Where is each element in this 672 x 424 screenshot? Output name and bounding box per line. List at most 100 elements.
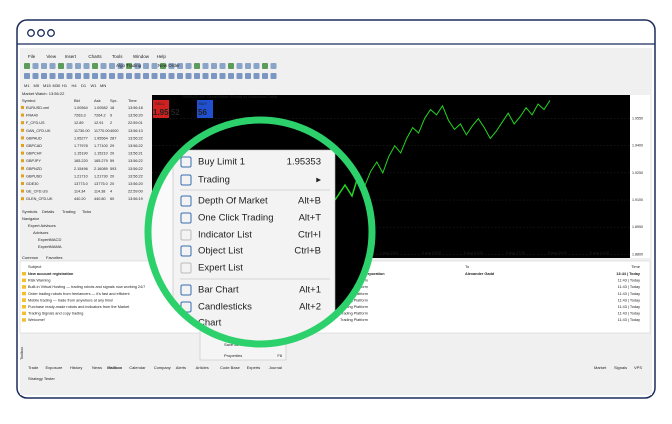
symbol[interactable]: GAN_CFD.UK — [26, 129, 51, 133]
toolbar-icon[interactable] — [41, 73, 47, 79]
toolbar-icon[interactable] — [109, 63, 115, 69]
symbol[interactable]: GLEN_CFD.UK — [26, 197, 53, 201]
bottom-tab[interactable]: Calendar — [129, 365, 146, 370]
toolbar-icon[interactable] — [66, 63, 73, 69]
panel-tab[interactable]: Favorites — [46, 255, 62, 260]
timeframe[interactable]: W1 — [91, 83, 98, 88]
timeframe[interactable]: H4 — [72, 83, 78, 88]
strategy-tester[interactable]: Strategy Tester — [28, 376, 55, 381]
symbol[interactable]: F_CFD.US — [26, 121, 45, 125]
toolbar-icon[interactable] — [117, 73, 124, 79]
toolbar-icon[interactable] — [32, 73, 39, 79]
panel-tab[interactable]: Trading — [62, 209, 75, 214]
menu-item[interactable]: Properties — [224, 353, 242, 358]
mail-subject[interactable]: Trading Signals and copy trading — [28, 312, 83, 316]
toolbar-icon[interactable] — [83, 63, 90, 69]
panel-tab[interactable]: Details — [42, 209, 54, 214]
panel-tab[interactable]: Symbols — [22, 209, 37, 214]
symbol[interactable]: EURUSD.xml — [26, 106, 49, 110]
toolbar-icon[interactable] — [202, 63, 209, 69]
symbol[interactable]: GBPNZD — [26, 167, 42, 171]
mail-subject[interactable]: Welcome! — [28, 318, 45, 322]
toolbar-icon[interactable] — [134, 63, 141, 69]
toolbar-icon[interactable] — [92, 73, 98, 79]
symbol[interactable]: GBPJPY — [26, 159, 41, 163]
tree-item[interactable]: ExpertMACD — [38, 237, 61, 242]
toolbar-button[interactable]: Algo Trading — [116, 63, 142, 68]
toolbar-icon[interactable] — [160, 63, 166, 69]
menu-item[interactable]: Chart — [198, 318, 222, 329]
menu-item[interactable]: Insert — [65, 54, 77, 59]
timeframe[interactable]: M30 — [53, 83, 62, 88]
mail-subject[interactable]: Risk Warning — [28, 279, 50, 283]
toolbar-icon[interactable] — [49, 73, 56, 79]
symbol[interactable]: GBPCHF — [26, 152, 43, 156]
bottom-tab[interactable]: Mailbox — [107, 365, 123, 370]
toolbar-icon[interactable] — [75, 63, 81, 69]
symbol[interactable]: GBPUSD — [26, 174, 42, 178]
status-button[interactable]: Market — [594, 365, 607, 370]
symbol[interactable]: FRA40 — [26, 114, 38, 118]
mail-subject[interactable]: Order trading robots from freelancers — … — [28, 292, 130, 296]
bottom-tab[interactable]: Exposure — [46, 365, 64, 370]
toolbar-icon[interactable] — [151, 73, 158, 79]
toolbar-icon[interactable] — [83, 73, 90, 79]
menu-item[interactable]: Tools — [112, 54, 123, 59]
bottom-tab[interactable]: Company — [154, 365, 171, 370]
toolbar-icon[interactable] — [24, 63, 30, 69]
menu-item[interactable]: Bar Chart — [198, 285, 239, 296]
bottom-tab[interactable]: Alerts — [176, 365, 186, 370]
menu-item[interactable]: File — [28, 54, 36, 59]
toolbar-icon[interactable] — [211, 63, 217, 69]
symbol[interactable]: GDE30 — [26, 182, 38, 186]
toolbar-icon[interactable] — [202, 73, 209, 79]
bottom-tab[interactable]: Articles — [196, 365, 209, 370]
toolbar-icon[interactable] — [194, 63, 200, 69]
toolbar-icon[interactable] — [185, 73, 192, 79]
menu-item[interactable]: Depth Of Market — [198, 196, 268, 207]
mail-subject[interactable]: Built-in Virtual Hosting — trading robot… — [28, 285, 145, 289]
toolbar-icon[interactable] — [262, 73, 268, 79]
toolbar-icon[interactable] — [262, 63, 268, 69]
toolbar-button[interactable]: New Order — [158, 63, 180, 68]
toolbar-icon[interactable] — [168, 73, 175, 79]
toolbar-icon[interactable] — [100, 63, 107, 69]
toolbar-icon[interactable] — [24, 73, 30, 79]
mail-subject[interactable]: New account registration — [28, 272, 74, 276]
menu-item[interactable]: One Click Trading — [198, 213, 274, 224]
toolbar-icon[interactable] — [253, 63, 260, 69]
menu-item[interactable]: Window — [133, 54, 150, 59]
panel-tab[interactable]: Common — [22, 255, 38, 260]
buy-button[interactable] — [197, 100, 213, 118]
menu-item[interactable]: View — [46, 54, 56, 59]
toolbar-icon[interactable] — [228, 63, 234, 69]
timeframe[interactable]: M15 — [43, 83, 52, 88]
bottom-tab[interactable]: Journal — [269, 365, 282, 370]
toolbar-icon[interactable] — [92, 63, 98, 69]
menu-item[interactable]: Charts — [88, 54, 102, 59]
toolbar-icon[interactable] — [245, 63, 251, 69]
bottom-tab[interactable]: Code Base — [220, 365, 241, 370]
status-button[interactable]: Signals — [614, 365, 627, 370]
toolbar-icon[interactable] — [253, 73, 260, 79]
toolbar-icon[interactable] — [228, 73, 234, 79]
toolbar-icon[interactable] — [58, 63, 64, 69]
timeframe[interactable]: M1 — [24, 83, 30, 88]
menu-item[interactable]: Buy Limit 1 — [198, 157, 245, 168]
panel-tab[interactable]: Ticks — [82, 209, 91, 214]
toolbar-icon[interactable] — [32, 63, 39, 69]
tree-item[interactable]: Expert Advisors — [28, 223, 56, 228]
toolbar-icon[interactable] — [75, 73, 81, 79]
toolbar-icon[interactable] — [151, 63, 158, 69]
toolbar-icon[interactable] — [58, 73, 64, 79]
bottom-tab[interactable]: News — [92, 365, 102, 370]
tree-item[interactable]: ExpertMAMA — [38, 244, 62, 249]
toolbar-icon[interactable] — [219, 63, 226, 69]
toolbar-icon[interactable] — [100, 73, 107, 79]
mail-subject[interactable]: Mobile trading — trade from anywhere at … — [28, 298, 113, 302]
symbol[interactable]: GBPAUD — [26, 136, 42, 140]
toolbar-icon[interactable] — [194, 73, 200, 79]
toolbar-icon[interactable] — [185, 63, 192, 69]
toolbar-icon[interactable] — [236, 63, 243, 69]
timeframe[interactable]: D1 — [81, 83, 87, 88]
